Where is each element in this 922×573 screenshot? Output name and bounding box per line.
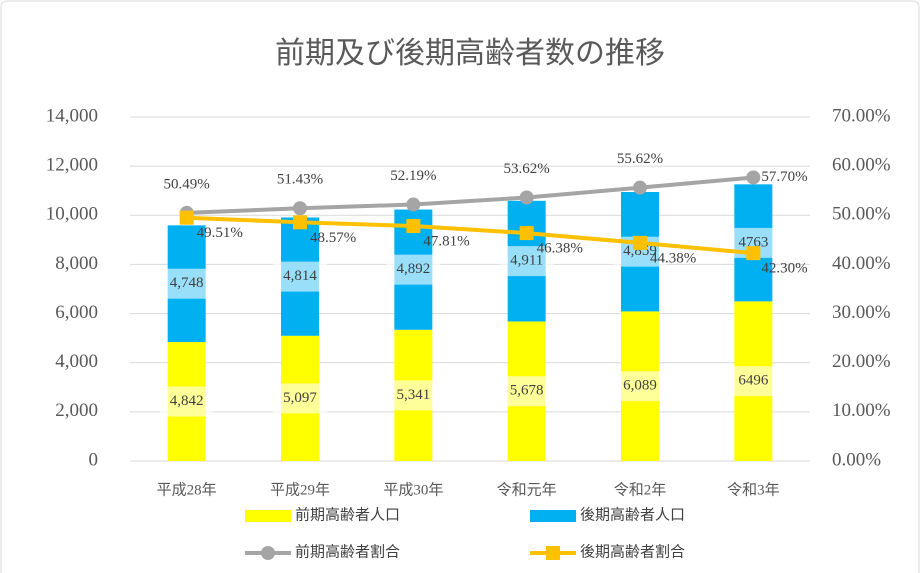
data-label: 50.49% — [164, 176, 210, 192]
x-tick-label: 平成28年 — [157, 481, 217, 498]
legend-label: 後期高齢者人口 — [580, 506, 685, 523]
y2-tick-label: 50.00% — [832, 204, 891, 225]
y-tick-label: 14,000 — [46, 105, 98, 126]
x-tick-label: 令和3年 — [727, 481, 780, 498]
data-label: 44.38% — [650, 250, 696, 266]
data-label-bg — [499, 376, 554, 407]
chart-title: 前期及び後期高齢者数の推移 — [275, 37, 665, 70]
y-tick-label: 10,000 — [46, 204, 98, 225]
marker — [746, 246, 761, 261]
y2-tick-label: 20.00% — [832, 351, 891, 372]
marker — [293, 201, 307, 216]
y-tick-label: 6,000 — [55, 302, 98, 323]
marker — [406, 219, 421, 234]
legend-swatch — [245, 510, 291, 522]
data-label-bg — [613, 371, 667, 402]
y2-tick-label: 70.00% — [832, 105, 891, 126]
data-label: 4,814 — [283, 268, 317, 284]
data-label-bg — [386, 254, 441, 285]
data-label: 4,892 — [396, 261, 430, 277]
marker — [633, 235, 647, 250]
y2-tick-label: 60.00% — [832, 155, 891, 176]
data-label: 51.43% — [277, 172, 323, 188]
x-tick-label: 令和元年 — [497, 481, 557, 498]
data-label: 4763 — [738, 234, 768, 250]
data-label-bg — [159, 268, 214, 299]
marker — [179, 210, 194, 225]
marker — [746, 170, 761, 185]
data-label: 4,748 — [170, 275, 204, 291]
legend-marker — [261, 546, 275, 560]
x-tick-label: 平成30年 — [383, 481, 443, 498]
legend-marker — [546, 546, 560, 560]
data-label-bg — [159, 386, 214, 417]
data-label: 6,089 — [623, 378, 657, 394]
y-tick-label: 12,000 — [46, 155, 98, 176]
data-label: 4,842 — [170, 393, 204, 409]
y-tick-label: 8,000 — [55, 253, 98, 274]
data-label: 52.19% — [390, 168, 436, 184]
data-label: 46.38% — [537, 241, 583, 257]
legend-label: 前期高齢者割合 — [295, 543, 400, 560]
y2-tick-label: 40.00% — [832, 253, 891, 274]
y2-tick-label: 30.00% — [832, 302, 891, 323]
marker — [633, 180, 647, 195]
line — [186, 175, 754, 215]
data-label: 4,911 — [510, 253, 543, 269]
marker — [519, 226, 534, 241]
x-tick-label: 令和2年 — [614, 481, 667, 498]
data-label-bg — [273, 261, 327, 292]
data-label: 5,097 — [283, 390, 317, 406]
y2-tick-label: 0.00% — [832, 449, 881, 470]
legend-label: 前期高齢者人口 — [295, 506, 400, 523]
marker — [519, 190, 534, 205]
y-tick-label: 4,000 — [55, 351, 98, 372]
legend-swatch — [530, 510, 576, 522]
y-tick-label: 0 — [89, 449, 99, 470]
marker — [406, 197, 421, 212]
data-label: 4,859 — [623, 243, 657, 259]
data-label: 49.51% — [197, 225, 243, 241]
data-label: 55.62% — [617, 151, 663, 167]
marker — [293, 215, 307, 230]
data-label: 53.62% — [504, 161, 550, 177]
data-label: 57.70% — [761, 169, 807, 185]
data-label: 47.81% — [423, 233, 469, 249]
data-label-bg — [499, 246, 554, 277]
legend-label: 後期高齢者割合 — [580, 543, 685, 560]
y-tick-label: 2,000 — [55, 400, 98, 421]
data-label: 6496 — [738, 373, 769, 389]
x-tick-label: 平成29年 — [270, 481, 330, 498]
data-label: 5,341 — [396, 387, 430, 403]
data-label: 42.30% — [761, 261, 807, 277]
data-label-bg — [726, 366, 781, 397]
data-label-bg — [273, 383, 327, 414]
y2-tick-label: 10.00% — [832, 400, 891, 421]
data-label-bg — [386, 380, 441, 411]
line — [186, 215, 754, 256]
data-label: 5,678 — [510, 383, 544, 399]
data-label: 48.57% — [310, 230, 356, 246]
